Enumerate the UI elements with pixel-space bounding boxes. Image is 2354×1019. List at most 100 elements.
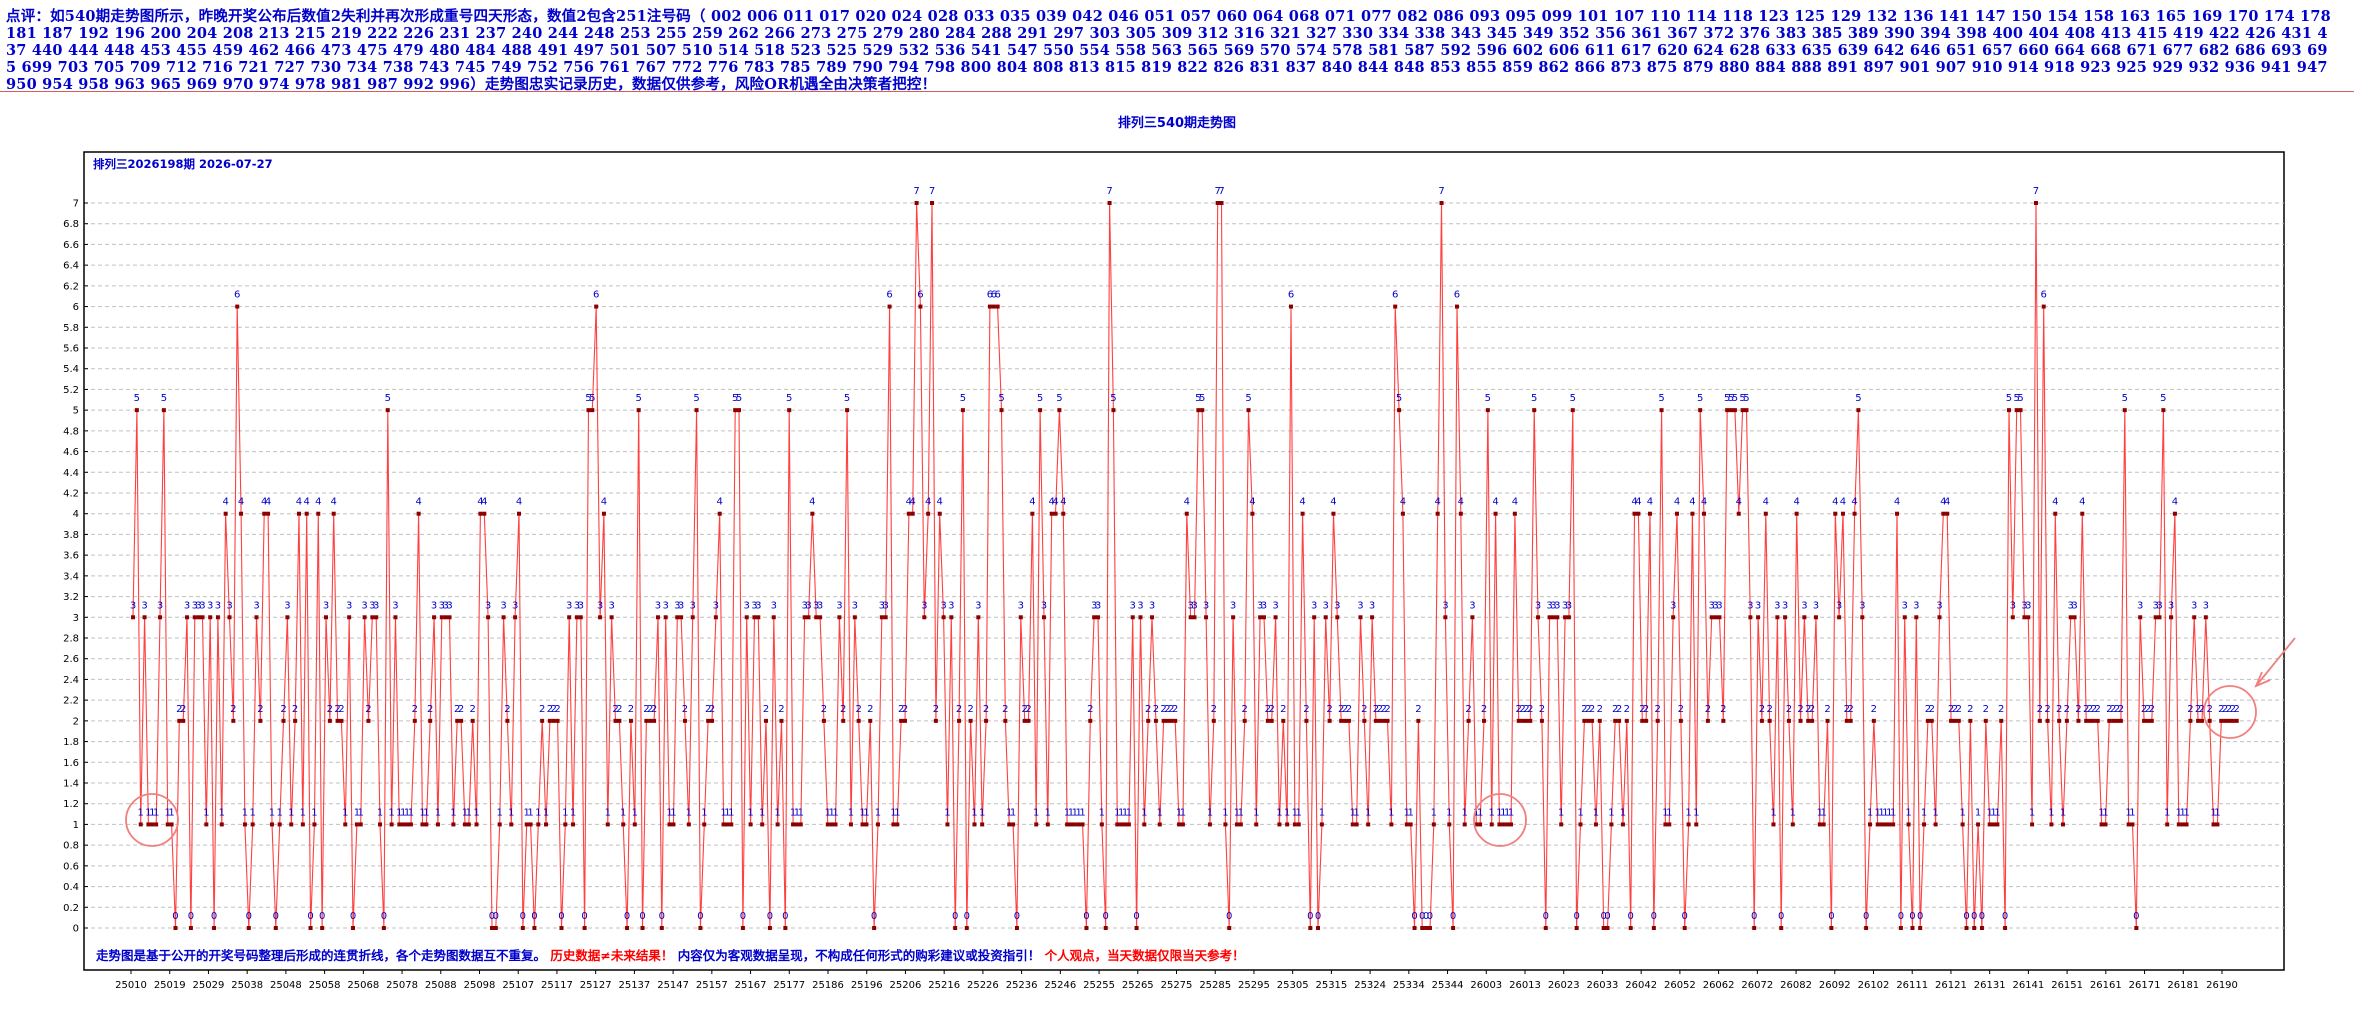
data-label: 3 (2068, 600, 2074, 611)
data-label: 5 (736, 393, 742, 404)
data-point (1273, 615, 1278, 620)
data-point (594, 304, 599, 309)
data-point (1261, 615, 1266, 620)
data-point (682, 718, 687, 723)
data-point (1686, 822, 1691, 827)
data-label: 5 (1195, 393, 1201, 404)
data-point (1373, 718, 1378, 723)
data-point (698, 926, 703, 930)
data-point (2180, 822, 2185, 827)
data-point (586, 408, 591, 413)
data-point (1126, 822, 1131, 827)
data-label: 2 (504, 704, 510, 715)
data-label: 2 (2206, 704, 2212, 715)
data-point (756, 615, 761, 620)
data-point (598, 615, 603, 620)
data-point (872, 926, 877, 930)
data-point (1211, 718, 1216, 723)
data-point (984, 718, 989, 723)
data-label: 2 (454, 704, 460, 715)
data-point (1721, 718, 1726, 723)
data-label: 3 (2152, 600, 2158, 611)
data-point (895, 822, 900, 827)
data-label: 1 (342, 807, 348, 818)
data-label: 3 (1712, 600, 1718, 611)
data-point (1624, 718, 1629, 723)
data-label: 3 (284, 600, 290, 611)
data-point (397, 822, 402, 827)
data-point (1003, 718, 1008, 723)
data-label: 2 (2149, 704, 2155, 715)
data-label: 2 (1153, 704, 1159, 715)
x-tick-label: 25324 (1354, 980, 1386, 991)
data-label: 1 (145, 807, 151, 818)
data-label: 1 (1921, 807, 1927, 818)
data-point (821, 718, 826, 723)
data-label: 2 (412, 704, 418, 715)
data-label: 3 (141, 600, 147, 611)
data-label: 1 (396, 807, 402, 818)
data-point (1115, 822, 1120, 827)
data-label: 0 (782, 911, 788, 922)
data-label: 3 (1774, 600, 1780, 611)
data-label: 1 (1157, 807, 1163, 818)
data-point (1744, 408, 1749, 413)
data-point (1412, 926, 1417, 930)
data-point (2161, 408, 2166, 413)
data-label: 6 (234, 290, 240, 301)
data-point (1952, 718, 1957, 723)
data-point (1786, 718, 1791, 723)
data-point (733, 408, 738, 413)
data-point (1740, 408, 1745, 413)
x-tick-label: 25078 (386, 980, 418, 991)
data-point (1068, 822, 1073, 827)
data-label: 1 (1608, 807, 1614, 818)
data-point (1161, 718, 1166, 723)
data-label: 3 (2021, 600, 2027, 611)
data-label: 1 (400, 807, 406, 818)
data-point (1987, 822, 1992, 827)
x-tick-label: 25137 (618, 980, 650, 991)
data-label: 1 (570, 807, 576, 818)
data-point (1636, 511, 1641, 516)
data-point (1393, 304, 1398, 309)
data-label: 5 (2006, 393, 2012, 404)
x-tick-label: 26023 (1548, 980, 1580, 991)
data-label: 0 (952, 911, 958, 922)
data-label: 1 (1319, 807, 1325, 818)
data-label: 1 (1558, 807, 1564, 818)
data-label: 5 (1743, 393, 1749, 404)
data-label: 1 (1238, 807, 1244, 818)
data-label: 2 (2114, 704, 2120, 715)
data-label: 1 (203, 807, 209, 818)
data-label: 5 (1396, 393, 1402, 404)
data-point (1690, 511, 1695, 516)
data-label: 3 (157, 600, 163, 611)
data-label: 1 (1099, 807, 1105, 818)
data-label: 2 (2187, 704, 2193, 715)
data-point (1092, 615, 1097, 620)
y-tick-label: 1.2 (63, 799, 79, 810)
data-label: 4 (906, 497, 912, 508)
data-point (1995, 822, 2000, 827)
data-point (254, 615, 259, 620)
data-point (300, 822, 305, 827)
data-label: 1 (1431, 807, 1437, 818)
data-point (208, 615, 213, 620)
data-point (1505, 822, 1510, 827)
data-point (1165, 718, 1170, 723)
data-point (980, 822, 985, 827)
data-label: 3 (1230, 600, 1236, 611)
data-point (1895, 511, 1900, 516)
data-point (1169, 718, 1174, 723)
data-point (706, 718, 711, 723)
data-label: 1 (1253, 807, 1259, 818)
data-label: 3 (1902, 600, 1908, 611)
x-tick-label: 25107 (502, 980, 534, 991)
data-label: 1 (508, 807, 514, 818)
data-point (818, 615, 823, 620)
data-label: 2 (1797, 704, 1803, 715)
y-tick-label: 1.4 (63, 779, 79, 790)
data-label: 3 (1261, 600, 1267, 611)
data-label: 1 (794, 807, 800, 818)
